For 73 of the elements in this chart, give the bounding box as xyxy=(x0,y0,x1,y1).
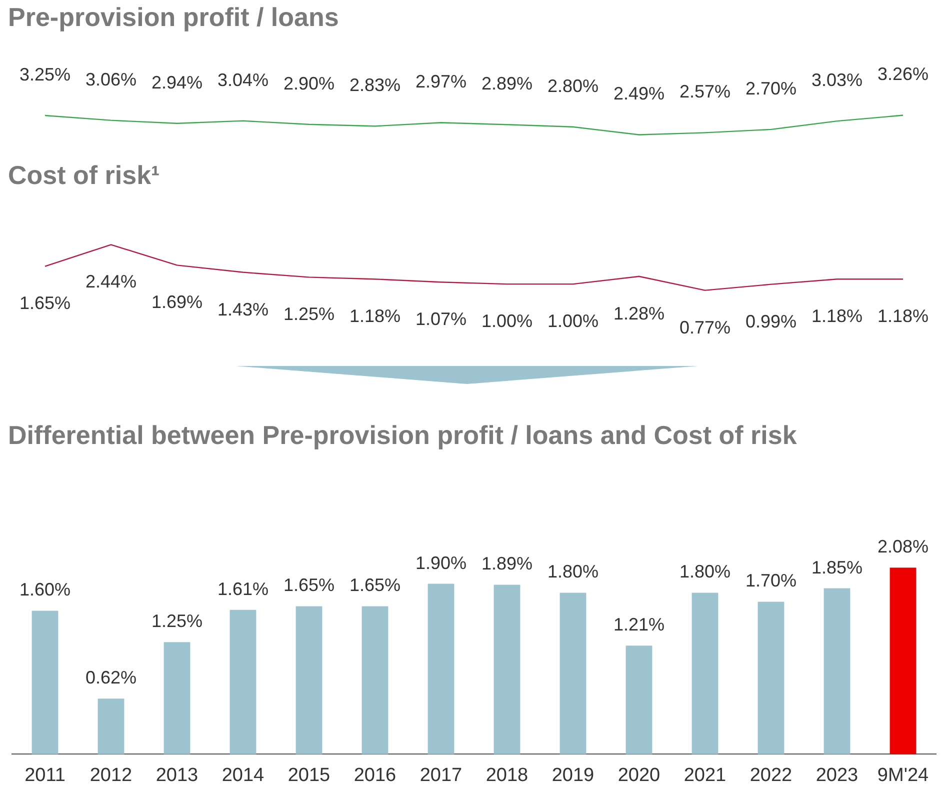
data-label: 0.62% xyxy=(85,668,137,688)
data-label: 1.61% xyxy=(217,578,269,599)
x-tick-label: 2019 xyxy=(552,764,594,786)
data-label: 1.00% xyxy=(547,311,599,332)
x-tick-label: 2018 xyxy=(486,764,528,786)
bar xyxy=(494,584,520,754)
data-label: 3.25% xyxy=(19,64,71,84)
bar xyxy=(32,610,58,754)
data-label: 3.03% xyxy=(811,70,863,90)
bar xyxy=(362,606,388,754)
data-label: 0.77% xyxy=(679,317,731,338)
data-label: 3.04% xyxy=(217,70,269,90)
data-label: 2.90% xyxy=(283,73,335,94)
data-label: 2.49% xyxy=(613,84,665,104)
chart-title: Cost of risk¹ xyxy=(8,160,160,191)
x-tick-label: 2014 xyxy=(222,764,265,786)
bar xyxy=(98,698,124,754)
data-label: 2.70% xyxy=(745,78,797,98)
bar xyxy=(296,606,322,754)
data-label: 1.70% xyxy=(745,570,797,591)
data-label: 2.83% xyxy=(349,75,401,96)
x-tick-label: 2021 xyxy=(684,764,726,786)
bar xyxy=(692,592,718,754)
data-label: 1.69% xyxy=(151,292,203,312)
data-label: 1.90% xyxy=(415,552,467,573)
x-tick-label: 2013 xyxy=(156,764,198,786)
data-label: 3.06% xyxy=(85,69,137,90)
data-label: 1.80% xyxy=(679,562,731,582)
data-label: 2.89% xyxy=(481,74,533,94)
data-label: 1.00% xyxy=(481,311,533,332)
x-tick-label: 2011 xyxy=(24,764,66,786)
data-label: 1.65% xyxy=(283,575,335,596)
x-tick-label: 2020 xyxy=(618,764,660,786)
data-label: 3.26% xyxy=(877,64,929,84)
bar xyxy=(758,602,784,754)
x-tick-label: 2012 xyxy=(90,764,132,786)
data-label: 2.80% xyxy=(547,76,599,96)
data-label: 1.18% xyxy=(877,306,929,326)
bar xyxy=(428,584,454,754)
x-tick-label: 2022 xyxy=(750,764,792,786)
x-tick-label: 2023 xyxy=(816,764,858,786)
data-label: 1.25% xyxy=(283,304,335,324)
x-tick-label: 2017 xyxy=(420,764,462,786)
x-tick-label: 9M'24 xyxy=(877,764,930,786)
data-label: 1.18% xyxy=(349,306,401,326)
data-label: 1.07% xyxy=(415,309,467,330)
data-label: 1.85% xyxy=(811,557,863,578)
data-label: 1.89% xyxy=(481,554,533,574)
x-tick-label: 2016 xyxy=(354,764,396,786)
data-label: 0.99% xyxy=(745,311,797,332)
bar xyxy=(890,568,916,754)
chart-title: Differential between Pre-provision profit / loans and Cost of risk xyxy=(8,420,797,451)
data-label: 1.21% xyxy=(613,614,665,635)
data-label: 2.44% xyxy=(85,272,137,292)
data-label: 2.94% xyxy=(151,72,203,92)
data-label: 2.08% xyxy=(877,536,929,557)
bar xyxy=(560,592,586,754)
chart-title: Pre-provision profit / loans xyxy=(8,2,339,33)
data-label: 1.25% xyxy=(151,611,203,632)
data-label: 1.65% xyxy=(349,575,401,596)
bar xyxy=(164,642,190,754)
data-label: 1.43% xyxy=(217,299,269,320)
x-tick-label: 2015 xyxy=(288,764,330,786)
data-label: 1.80% xyxy=(547,562,599,582)
bar xyxy=(230,610,256,754)
data-label: 1.65% xyxy=(19,293,71,314)
bar xyxy=(824,588,850,754)
bar xyxy=(626,646,652,754)
data-label: 1.18% xyxy=(811,306,863,326)
data-label: 1.28% xyxy=(613,303,665,324)
data-label: 1.60% xyxy=(19,580,71,600)
data-label: 2.57% xyxy=(679,82,731,102)
data-label: 2.97% xyxy=(415,72,467,92)
